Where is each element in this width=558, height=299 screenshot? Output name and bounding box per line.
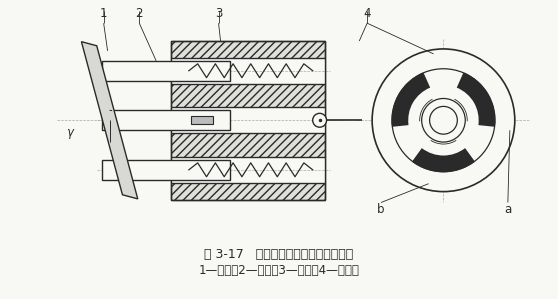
Text: γ: γ bbox=[66, 126, 74, 139]
Bar bbox=[102, 160, 230, 180]
Bar bbox=[171, 41, 325, 199]
Text: b: b bbox=[377, 202, 385, 216]
Text: 图 3-17   斜盘式轴向柱塞泵的工作原理: 图 3-17 斜盘式轴向柱塞泵的工作原理 bbox=[204, 248, 354, 260]
Bar bbox=[171, 58, 325, 84]
Circle shape bbox=[422, 98, 465, 142]
Circle shape bbox=[372, 49, 515, 192]
Circle shape bbox=[312, 113, 326, 127]
Text: a: a bbox=[504, 202, 512, 216]
Circle shape bbox=[430, 106, 458, 134]
Text: 1: 1 bbox=[100, 7, 107, 20]
Circle shape bbox=[430, 106, 458, 134]
Text: 4: 4 bbox=[363, 7, 371, 20]
Text: 2: 2 bbox=[136, 7, 143, 20]
Text: 3: 3 bbox=[215, 7, 222, 20]
Bar bbox=[102, 110, 230, 130]
Circle shape bbox=[392, 69, 495, 172]
Bar bbox=[102, 61, 230, 81]
Bar bbox=[171, 157, 325, 183]
Bar bbox=[191, 116, 213, 124]
Bar bbox=[171, 107, 325, 133]
Text: 1—斜盘；2—柱塞；3—缸体；4—配流盘: 1—斜盘；2—柱塞；3—缸体；4—配流盘 bbox=[199, 264, 359, 277]
Polygon shape bbox=[81, 42, 138, 199]
